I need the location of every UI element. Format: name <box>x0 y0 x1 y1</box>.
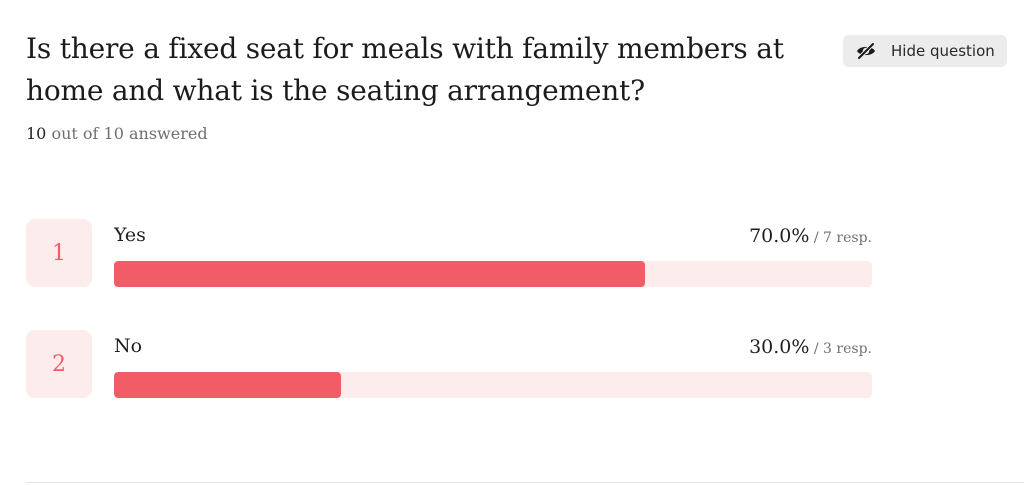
option-label: No <box>114 335 143 357</box>
option-bar-track <box>114 261 872 287</box>
option-no: 2 No 30.0% / 3 resp. <box>26 330 876 400</box>
option-stats: 30.0% / 3 resp. <box>749 336 872 358</box>
option-percent: 30.0% <box>749 336 810 358</box>
option-number-badge: 2 <box>26 330 92 398</box>
option-responses: / 7 resp. <box>809 230 872 246</box>
option-bar-fill <box>114 261 645 287</box>
option-stats: 70.0% / 7 resp. <box>749 225 872 247</box>
eye-slash-icon <box>855 42 877 60</box>
section-divider <box>26 482 1024 483</box>
hide-question-button[interactable]: Hide question <box>843 35 1007 67</box>
option-bar-track <box>114 372 872 398</box>
option-bar-fill <box>114 372 342 398</box>
answered-total-text: out of 10 answered <box>46 124 208 143</box>
option-percent: 70.0% <box>749 225 810 247</box>
option-yes: 1 Yes 70.0% / 7 resp. <box>26 219 876 289</box>
question-title: Is there a fixed seat for meals with fam… <box>26 32 784 107</box>
hide-question-label: Hide question <box>891 42 995 60</box>
option-number-badge: 1 <box>26 219 92 287</box>
option-responses: / 3 resp. <box>809 341 872 357</box>
answered-count: 10 <box>26 124 47 143</box>
option-label: Yes <box>114 224 146 246</box>
answered-summary: 10 out of 10 answered <box>26 124 208 143</box>
